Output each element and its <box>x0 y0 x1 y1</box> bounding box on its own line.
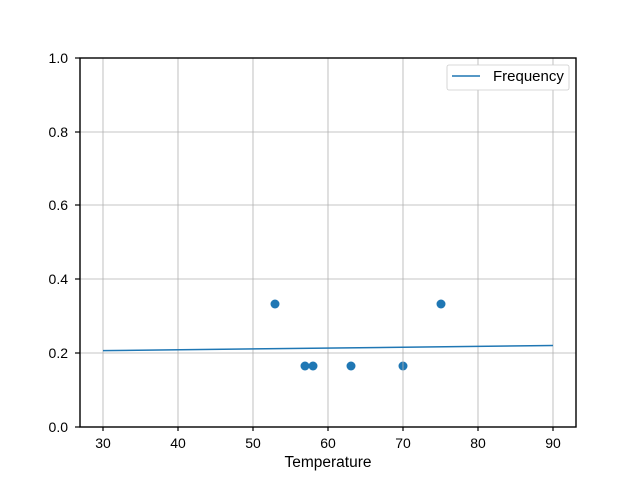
svg-text:Frequency: Frequency <box>493 68 564 85</box>
svg-text:70: 70 <box>395 435 411 451</box>
svg-text:0.6: 0.6 <box>49 197 69 213</box>
svg-text:0.2: 0.2 <box>49 345 69 361</box>
svg-text:80: 80 <box>470 435 486 451</box>
svg-text:40: 40 <box>170 435 186 451</box>
svg-text:Temperature: Temperature <box>284 454 371 471</box>
svg-text:90: 90 <box>545 435 561 451</box>
svg-text:60: 60 <box>320 435 336 451</box>
svg-text:0.8: 0.8 <box>49 124 69 140</box>
svg-text:0.0: 0.0 <box>49 419 69 435</box>
svg-text:50: 50 <box>245 435 261 451</box>
svg-text:30: 30 <box>95 435 111 451</box>
svg-text:0.4: 0.4 <box>49 271 69 287</box>
svg-text:1.0: 1.0 <box>49 50 69 66</box>
